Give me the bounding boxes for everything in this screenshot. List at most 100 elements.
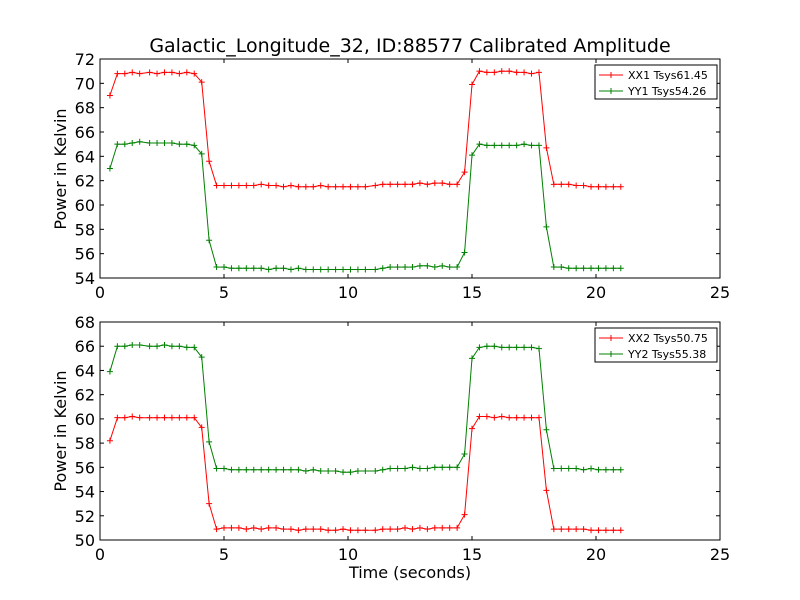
top-series-1-point [402,264,409,271]
bottom-series-0-point [191,414,198,421]
bottom-series-1-point [168,343,175,350]
top-series-1-point [424,262,431,269]
top-series-0-point [154,70,161,77]
top-series-1-point [235,265,242,272]
top-y-tick-label: 58 [75,220,95,239]
bottom-series-1-point [354,467,361,474]
bottom-series-1-point [280,466,287,473]
top-series-0-point [340,183,347,190]
bottom-series-0-point [580,526,587,533]
bottom-series-1-point [513,344,520,351]
top-series-1-point [550,264,557,271]
bottom-series-1-point [498,344,505,351]
top-series-1-point [228,265,235,272]
bottom-series-1-point [602,466,609,473]
top-x-tick-label: 10 [338,283,358,302]
bottom-series-1-point [146,343,153,350]
top-series-1-point [588,265,595,272]
bottom-series-0-point [228,524,235,531]
top-series-0-point [295,183,302,190]
top-series-1-point [573,265,580,272]
top-series-0-point [379,181,386,188]
bottom-series-1-point [521,344,528,351]
top-y-tick-label: 72 [75,50,95,69]
top-legend-label-1: YY1 Tsys54.26 [627,85,706,98]
top-chart-title: Galactic_Longitude_32, ID:88577 Calibrat… [149,35,670,57]
top-x-tick-label: 0 [95,283,105,302]
top-series-1-point [295,265,302,272]
bottom-series-0-point [454,524,461,531]
bottom-series-1-point [461,451,468,458]
bottom-series-1-point [431,464,438,471]
top-series-0-point [347,183,354,190]
top-series-1-point [213,264,220,271]
bottom-series-1-point [287,466,294,473]
bottom-series-1-point [394,465,401,472]
top-series-1-point [114,141,121,148]
top-series-1-point [287,266,294,273]
bottom-series-1-point [362,467,369,474]
bottom-series-0-point [154,414,161,421]
bottom-series-1-point [610,466,617,473]
top-series-1-point [280,265,287,272]
top-y-tick-label: 60 [75,196,95,215]
bottom-series-1-point [221,465,227,472]
top-series-0-point [310,183,317,190]
top-x-tick-label: 15 [462,283,482,302]
top-series-0-point [543,144,550,151]
top-series-0-point [394,181,401,188]
top-series-1-point [506,142,513,149]
top-series-1-point [439,262,446,269]
bottom-series-0-point [483,413,490,420]
bottom-series-1-point [446,464,453,471]
bottom-legend-label-0: XX2 Tsys50.75 [628,332,708,345]
top-series-0-point [431,180,438,187]
top-series-0-point [183,69,190,76]
bottom-series-1-point [243,466,250,473]
bottom-series-0-point [213,526,220,533]
top-series-1-point [387,264,394,271]
top-y-tick-label: 66 [75,123,95,142]
top-series-0-point [354,183,361,190]
top-series-0-point [235,182,242,189]
top-series-1-point [129,139,136,146]
top-plot-area: 0 5 10 15 20 25 54 56 58 60 62 64 66 68 70 72 XX1 Tsys61… [75,50,731,302]
top-series-0-point [521,69,528,76]
bottom-series-1-point [506,344,513,351]
bottom-series-0-point [602,527,609,534]
top-series-1-point [302,266,309,273]
top-series-0-point [280,183,287,190]
top-y-tick-label: 64 [75,147,95,166]
bottom-series-0-point [491,414,498,421]
top-series-0-point [372,182,379,189]
bottom-series-1-point [265,466,272,473]
top-series-0-point [362,183,369,190]
top-x-tick-label: 5 [219,283,229,302]
top-series-1-point [483,142,490,149]
bottom-y-tick-label: 56 [75,458,95,477]
top-series-1-point [558,264,565,271]
top-series-0-point [114,70,121,77]
bottom-y-tick-label: 52 [75,507,95,526]
top-y-tick-label: 56 [75,245,95,264]
bottom-series-0-point [558,526,565,533]
bottom-series-0-point [431,524,438,531]
bottom-series-0-point [416,524,423,531]
top-series-1-point [595,265,602,272]
bottom-y-tick-label: 50 [75,531,95,550]
bottom-series-1-point [183,344,190,351]
top-series-0-point [580,182,587,189]
top-series-0-point [129,69,136,76]
top-series-0-point [243,182,250,189]
top-series-1-point [243,265,250,272]
bottom-series-1-point [469,355,475,362]
bottom-series-1-point [154,343,161,350]
bottom-x-tick-label: 25 [710,545,730,564]
top-series-0-point [228,182,235,189]
top-series-1-point [372,266,379,273]
bottom-series-1-point [191,344,198,351]
bottom-series-0-point [476,413,483,420]
top-series-0-point [273,182,280,189]
top-series-1-point [409,264,416,271]
bottom-series-1-point [317,467,324,474]
